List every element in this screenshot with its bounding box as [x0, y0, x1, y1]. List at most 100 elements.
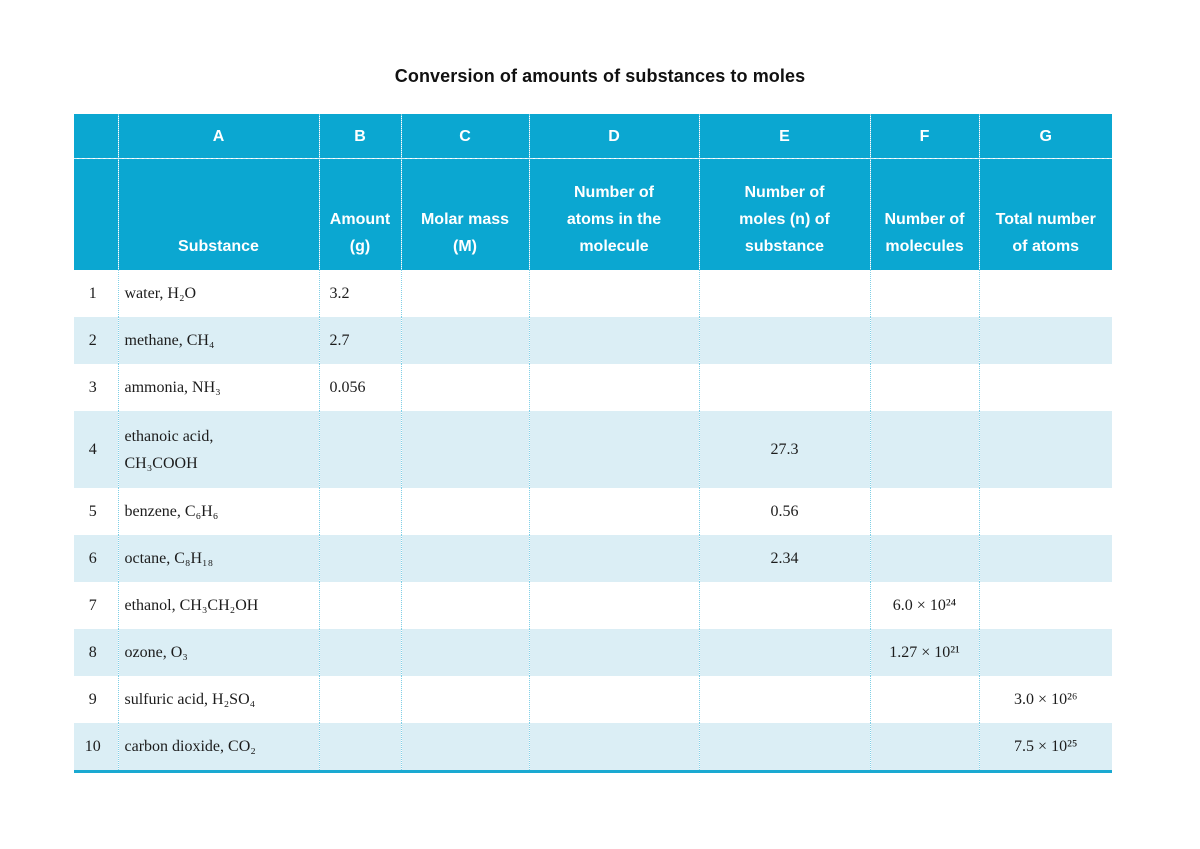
molar-mass-cell	[400, 582, 529, 629]
amount-cell	[318, 723, 401, 772]
column-letter: E	[698, 114, 870, 159]
row-number: 10	[74, 723, 118, 772]
amount-cell	[318, 582, 401, 629]
molar-mass-cell	[400, 723, 529, 772]
moles-cell	[698, 723, 870, 772]
molecules-cell	[869, 411, 979, 488]
column-letter-row: A B C D E F G	[74, 114, 1112, 159]
amount-cell	[318, 535, 401, 582]
moles-cell	[698, 270, 870, 317]
column-header	[74, 158, 118, 270]
column-letter: B	[318, 114, 401, 159]
moles-cell: 27.3	[698, 411, 870, 488]
chemical-formula: NH₃	[192, 379, 221, 396]
amount-cell	[318, 676, 401, 723]
moles-cell	[698, 364, 870, 411]
total-atoms-cell	[978, 535, 1112, 582]
chemical-formula: C₈H₁₈	[174, 550, 214, 567]
column-header-label: Number of atoms in the molecule	[566, 184, 662, 255]
table-row: 1 water, H₂O 3.2	[74, 270, 1112, 317]
amount-cell	[318, 488, 401, 535]
moles-cell	[698, 629, 870, 676]
row-number: 7	[88, 596, 97, 614]
moles-cell: 0.56	[698, 488, 870, 535]
molar-mass-cell	[400, 411, 529, 488]
molecules-cell	[869, 364, 979, 411]
atoms-per-molecule-cell	[528, 488, 699, 535]
substance-name: octane,	[124, 550, 175, 567]
molecules-cell	[869, 270, 979, 317]
amount-cell: 2.7	[318, 317, 401, 364]
table-title: Conversion of amounts of substances to m…	[394, 66, 806, 86]
molar-mass-cell	[400, 676, 529, 723]
chemical-formula: C₆H₆	[184, 503, 219, 520]
column-letter: A	[117, 114, 319, 159]
column-header: Number of molecules	[869, 158, 979, 270]
column-header-label: Number of moles (n) of substance	[739, 184, 830, 255]
substance-cell: sulfuric acid, H₂SO₄	[117, 676, 319, 723]
moles-cell	[698, 317, 870, 364]
column-header: Number of moles (n) of substance	[698, 158, 870, 270]
row-number: 3	[88, 378, 97, 396]
substance-cell: ethanol, CH₃CH₂OH	[117, 582, 319, 629]
moles-cell	[698, 676, 870, 723]
substance-cell: carbon dioxide, CO₂	[117, 723, 319, 772]
atoms-per-molecule-cell	[528, 411, 699, 488]
column-header-label: Molar mass (M)	[420, 211, 510, 255]
substance-name: ozone,	[124, 644, 171, 661]
total-atoms-cell	[978, 488, 1112, 535]
chemical-formula: CH₄	[186, 332, 215, 349]
row-number: 5	[88, 502, 97, 520]
molar-mass-cell	[400, 270, 529, 317]
row-number: 1	[88, 284, 97, 302]
total-atoms-cell	[978, 582, 1112, 629]
table-body: 1 water, H₂O 3.2 2 methane, CH₄ 2.7 3 ammonia, …	[74, 270, 1112, 772]
substance-name: methane,	[124, 332, 187, 349]
substance-cell: water, H₂O	[117, 270, 319, 317]
atoms-per-molecule-cell	[528, 535, 699, 582]
substance-name: ethanol,	[124, 597, 180, 614]
moles-cell	[698, 582, 870, 629]
substance-cell: benzene, C₆H₆	[117, 488, 319, 535]
molecules-cell	[869, 676, 979, 723]
total-atoms-cell	[978, 364, 1112, 411]
row-number: 6	[74, 535, 118, 582]
total-atoms-cell	[978, 270, 1112, 317]
column-header: Amount (g)	[318, 158, 401, 270]
chemical-formula: CH₃CH₂OH	[179, 597, 259, 614]
chemical-formula: CO₂	[228, 738, 256, 755]
molar-mass-cell	[400, 535, 529, 582]
chemical-formula: O₃	[170, 644, 188, 661]
substance-name: ethanoic acid,	[124, 427, 214, 445]
column-letter	[74, 114, 118, 159]
atoms-per-molecule-cell	[528, 270, 699, 317]
substance-name: ammonia,	[124, 379, 193, 396]
molar-mass-cell	[400, 364, 529, 411]
table-row: 6 octane, C₈H₁₈ 2.34	[74, 535, 1112, 582]
column-letter: F	[869, 114, 979, 159]
total-atoms-cell: 3.0 × 10²⁶	[978, 676, 1112, 723]
molar-mass-cell	[400, 629, 529, 676]
chemical-formula: CH₃COOH	[124, 454, 198, 472]
substance-cell: ethanoic acid, CH₃COOH	[117, 411, 319, 488]
moles-cell: 2.34	[698, 535, 870, 582]
atoms-per-molecule-cell	[528, 317, 699, 364]
atoms-per-molecule-cell	[528, 582, 699, 629]
row-number: 4	[74, 411, 118, 488]
table-row: 3 ammonia, NH₃ 0.056	[74, 364, 1112, 411]
amount-cell	[318, 411, 401, 488]
substance-name: carbon dioxide,	[124, 738, 229, 755]
column-letter: C	[400, 114, 529, 159]
column-header-label: Substance	[178, 238, 259, 255]
molar-mass-cell	[400, 488, 529, 535]
chemical-formula: H₂SO₄	[212, 691, 256, 708]
molecules-cell: 1.27 × 10²¹	[869, 629, 979, 676]
column-header: Number of atoms in the molecule	[528, 158, 699, 270]
total-atoms-cell	[978, 629, 1112, 676]
atoms-per-molecule-cell	[528, 629, 699, 676]
molecules-cell	[869, 723, 979, 772]
molecules-cell	[869, 488, 979, 535]
table-row: 7 ethanol, CH₃CH₂OH 6.0 × 10²⁴	[74, 582, 1112, 629]
table-row: 4 ethanoic acid, CH₃COOH 27.3	[74, 411, 1112, 488]
amount-cell	[318, 629, 401, 676]
